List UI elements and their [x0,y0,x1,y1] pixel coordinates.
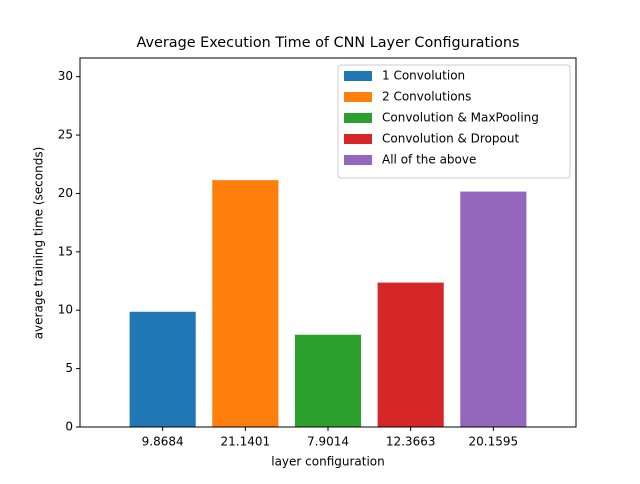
x-tick-label: 7.9014 [307,435,349,449]
y-tick-label: 15 [58,244,73,258]
y-tick-label: 0 [65,420,73,434]
x-axis-label: layer configuration [271,455,385,469]
legend: 1 Convolution 2 Convolutions Convolution &… [337,64,571,179]
bar [212,180,279,427]
legend-label: Convolution & Dropout [382,132,519,146]
legend-swatch [344,71,372,81]
legend-swatch [344,155,372,165]
x-tick-label: 9.8684 [142,435,184,449]
bar [377,282,444,427]
plot-frame [79,57,577,428]
y-tick-label: 20 [58,186,73,200]
x-tick-label: 12.3663 [386,435,436,449]
legend-label: All of the above [382,153,476,167]
x-tick-label: 21.1401 [221,435,271,449]
chart-title: Average Execution Time of CNN Layer Conf… [136,35,519,51]
bar [294,334,362,427]
bar [129,311,196,427]
y-tick-label: 30 [58,69,73,83]
y-tick-label: 5 [65,361,73,375]
legend-swatch [344,92,372,102]
y-tick-label: 10 [58,303,73,317]
legend-label: 2 Convolutions [382,90,471,104]
legend-swatch [344,113,372,123]
legend-box [337,64,571,179]
y-axis-label: average training time (seconds) [32,147,46,340]
legend-label: Convolution & MaxPooling [382,111,539,125]
legend-swatch [344,134,372,144]
legend-label: 1 Convolution [382,69,465,83]
bar [460,191,527,427]
y-tick-label: 25 [58,128,73,142]
x-tick-label: 20.1595 [469,435,519,449]
